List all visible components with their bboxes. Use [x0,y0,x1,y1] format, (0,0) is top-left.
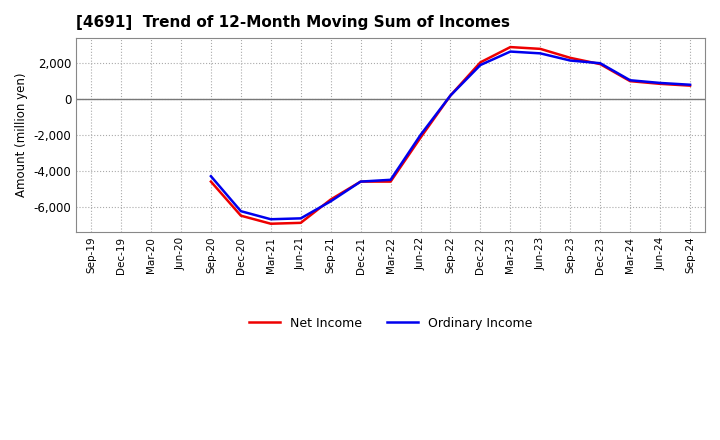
Net Income [237,213,246,218]
Net Income [416,135,425,140]
Line: Ordinary Income: Ordinary Income [211,51,690,219]
Net Income [685,83,694,88]
Ordinary Income [207,173,215,179]
Net Income [356,179,365,184]
Ordinary Income [356,179,365,184]
Net Income [207,179,215,184]
Ordinary Income [536,51,544,56]
Ordinary Income [476,62,485,68]
Ordinary Income [386,177,395,183]
Net Income [297,220,305,225]
Net Income [446,93,455,98]
Line: Net Income: Net Income [211,47,690,224]
Net Income [566,55,575,60]
Y-axis label: Amount (million yen): Amount (million yen) [15,73,28,197]
Net Income [266,221,275,226]
Ordinary Income [266,216,275,222]
Net Income [536,46,544,51]
Ordinary Income [685,82,694,88]
Net Income [506,44,515,50]
Ordinary Income [656,81,665,86]
Ordinary Income [416,132,425,138]
Net Income [326,197,335,202]
Net Income [476,60,485,65]
Ordinary Income [326,199,335,204]
Legend: Net Income, Ordinary Income: Net Income, Ordinary Income [243,312,538,335]
Ordinary Income [596,61,605,66]
Ordinary Income [626,77,634,83]
Text: [4691]  Trend of 12-Month Moving Sum of Incomes: [4691] Trend of 12-Month Moving Sum of I… [76,15,510,30]
Net Income [596,62,605,67]
Ordinary Income [506,49,515,54]
Net Income [386,179,395,184]
Ordinary Income [566,58,575,63]
Net Income [626,78,634,84]
Ordinary Income [297,216,305,221]
Net Income [656,81,665,87]
Ordinary Income [446,93,455,98]
Ordinary Income [237,209,246,214]
